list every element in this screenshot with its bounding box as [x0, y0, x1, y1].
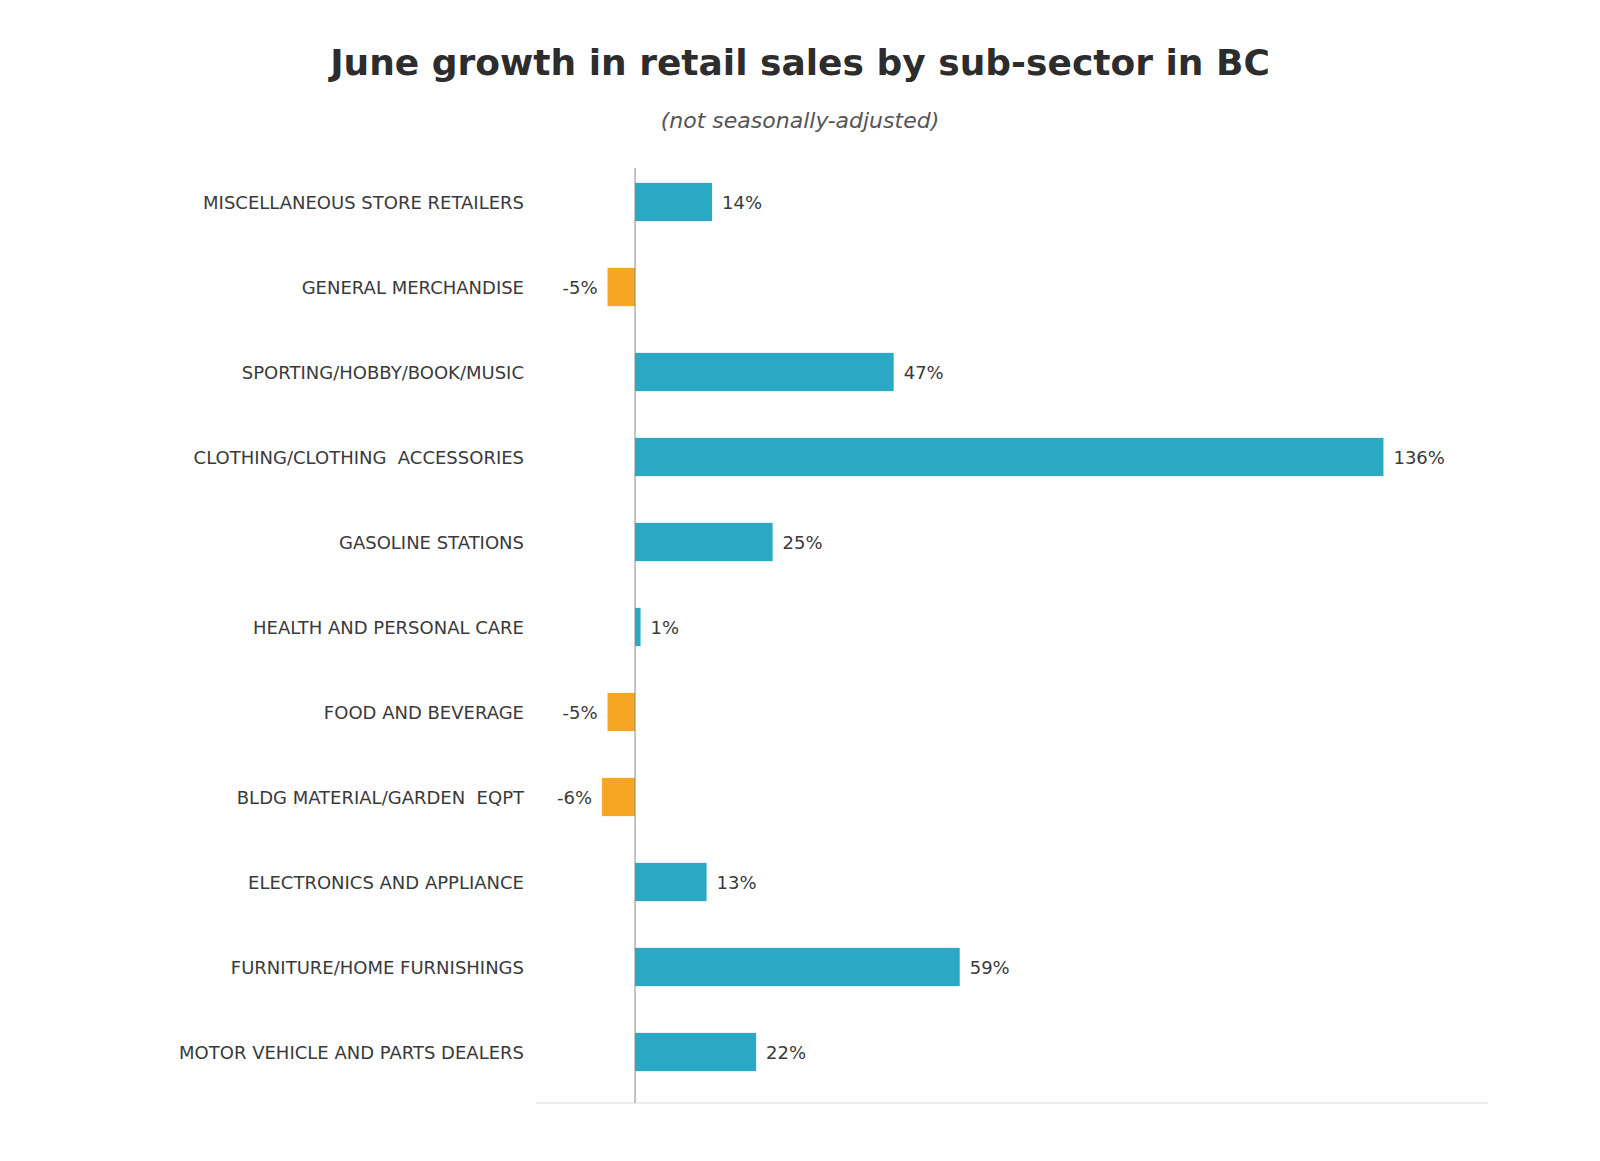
data-label: 22% [766, 1042, 806, 1063]
category-label: MOTOR VEHICLE AND PARTS DEALERS [179, 1042, 524, 1063]
bar [635, 183, 712, 221]
category-label: FOOD AND BEVERAGE [324, 702, 524, 723]
category-label: CLOTHING/CLOTHING ACCESSORIES [194, 447, 524, 468]
data-label: 13% [717, 872, 757, 893]
bar [635, 948, 960, 986]
x-axis-line [536, 1103, 1488, 1104]
bar [608, 693, 636, 731]
data-label: 136% [1393, 447, 1444, 468]
title: June growth in retail sales by sub-secto… [327, 42, 1270, 83]
bar [635, 1033, 756, 1071]
category-label: ELECTRONICS AND APPLIANCE [248, 872, 524, 893]
data-label: 59% [970, 957, 1010, 978]
bar [602, 778, 635, 816]
data-label: -5% [562, 702, 597, 723]
bar [635, 438, 1383, 476]
data-label: -6% [557, 787, 592, 808]
zero-line [635, 168, 636, 1103]
data-label: 25% [783, 532, 823, 553]
data-label: 14% [722, 192, 762, 213]
bar [635, 523, 773, 561]
data-label: 47% [904, 362, 944, 383]
bar [635, 608, 641, 646]
data-label: 1% [651, 617, 680, 638]
bar [608, 268, 636, 306]
category-label: GASOLINE STATIONS [339, 532, 524, 553]
data-label: -5% [562, 277, 597, 298]
category-label: GENERAL MERCHANDISE [302, 277, 524, 298]
category-label: HEALTH AND PERSONAL CARE [253, 617, 524, 638]
bar [635, 863, 707, 901]
bar [635, 353, 894, 391]
category-label: BLDG MATERIAL/GARDEN EQPT [237, 787, 525, 808]
category-label: SPORTING/HOBBY/BOOK/MUSIC [242, 362, 524, 383]
subtitle: (not seasonally-adjusted) [661, 108, 940, 133]
chart: June growth in retail sales by sub-secto… [0, 0, 1600, 1161]
bars [602, 183, 1383, 1071]
category-label: FURNITURE/HOME FURNISHINGS [231, 957, 524, 978]
category-label: MISCELLANEOUS STORE RETAILERS [203, 192, 524, 213]
